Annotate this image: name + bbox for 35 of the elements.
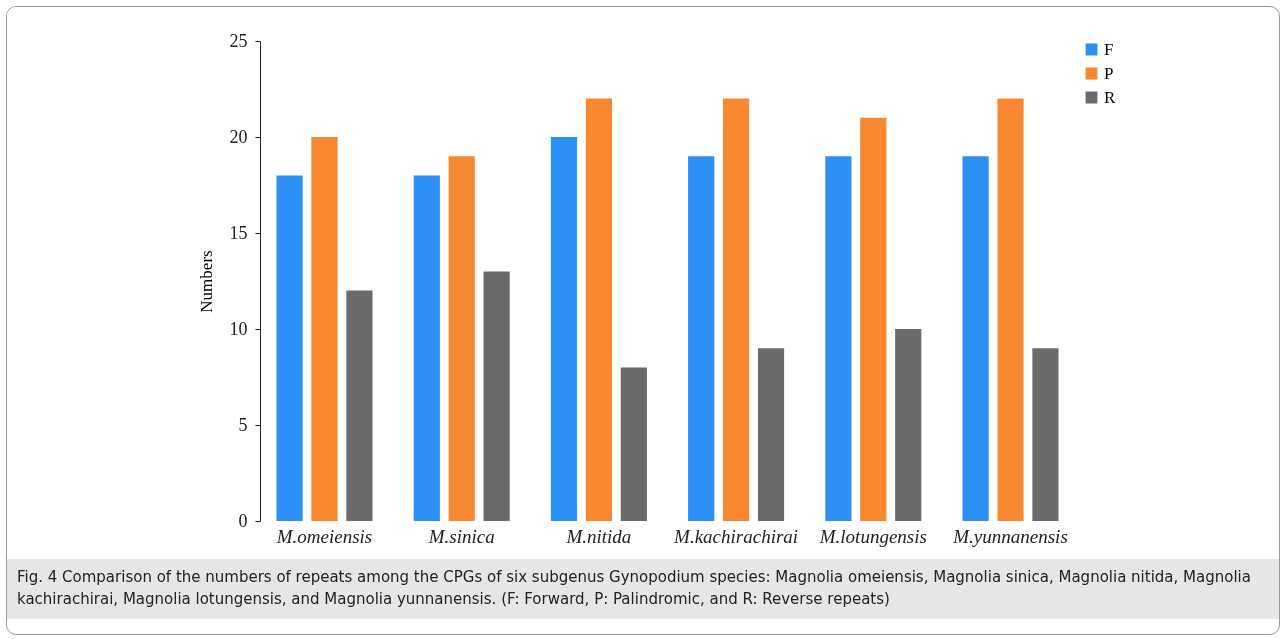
bar — [620, 367, 647, 521]
x-tick-label: M.nitida — [565, 525, 632, 547]
bar — [585, 98, 612, 521]
x-tick-label: M.omeiensis — [275, 525, 373, 547]
bar — [860, 117, 887, 521]
y-tick-label: 10 — [229, 318, 248, 339]
y-tick-label: 15 — [229, 222, 248, 243]
y-tick-label: 25 — [229, 30, 248, 51]
legend-label: P — [1104, 63, 1114, 83]
y-tick-label: 20 — [229, 126, 248, 147]
bar — [688, 156, 715, 521]
x-tick-label: M.sinica — [427, 525, 495, 547]
x-tick-label: M.kachirachirai — [673, 525, 799, 547]
bar — [962, 156, 989, 521]
bar — [413, 175, 440, 521]
bar — [757, 348, 785, 521]
bar — [825, 156, 852, 521]
x-tick-label: M.lotungensis — [818, 525, 927, 547]
bar — [1032, 348, 1059, 521]
y-axis-title: Numbers — [196, 250, 216, 313]
legend-label: R — [1104, 87, 1116, 107]
y-tick-label: 5 — [238, 414, 248, 435]
x-tick-label: M.yunnanensis — [952, 525, 1068, 547]
bar — [483, 271, 510, 521]
bar — [550, 137, 578, 521]
bar — [346, 290, 373, 521]
caption: Fig. 4 Comparison of the numbers of repeats among the CPGs of six subgenus Gynopodium species: Magnolia omeiensis, Magnolia sinica, Magnolia nitida, Magnolia kachirachirai, Magnolia lotungensis, and Magnolia yunnanensis. (F: Forward, P: Palindromic, and R: Reverse repeats) — [17, 567, 1252, 610]
bar — [276, 175, 303, 521]
bar — [997, 98, 1024, 521]
bar — [723, 98, 750, 521]
bar — [895, 329, 922, 521]
bar — [448, 156, 475, 521]
y-tick-label: 0 — [238, 510, 248, 531]
bar — [311, 137, 338, 521]
legend-label: F — [1104, 39, 1114, 59]
